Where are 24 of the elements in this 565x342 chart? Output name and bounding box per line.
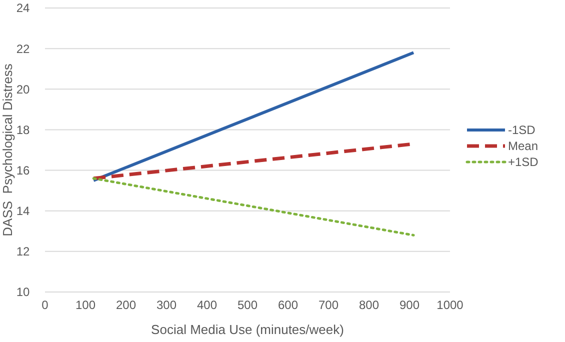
y-axis-title: DASS Psychological Distress [0, 63, 15, 236]
x-tick-label: 700 [318, 298, 339, 312]
y-tick-label: 20 [16, 82, 30, 96]
legend-label: Mean [508, 139, 538, 154]
x-tick-label: 200 [116, 298, 136, 312]
x-tick-label: 1000 [436, 298, 464, 312]
y-tick-label: 16 [16, 163, 30, 178]
x-tick-label: 800 [358, 298, 380, 312]
x-tick-label: 600 [278, 298, 298, 312]
legend-label: +1SD [508, 155, 539, 170]
y-tick-label: 12 [16, 244, 30, 259]
y-tick-label: 24 [16, 1, 30, 16]
y-tick-label: 10 [16, 285, 30, 300]
y-tick-label: 14 [16, 204, 30, 218]
x-axis-title: Social Media Use (minutes/week) [151, 322, 344, 337]
x-tick-label: 500 [237, 298, 258, 312]
legend-label: -1SD [508, 123, 536, 138]
y-tick-label: 22 [16, 42, 30, 56]
x-tick-label: 400 [196, 298, 218, 312]
x-tick-label: 900 [399, 298, 420, 312]
x-tick-label: 0 [42, 298, 49, 312]
x-tick-label: 300 [156, 298, 177, 312]
y-tick-label: 18 [16, 122, 30, 137]
x-tick-label: 100 [75, 298, 96, 312]
